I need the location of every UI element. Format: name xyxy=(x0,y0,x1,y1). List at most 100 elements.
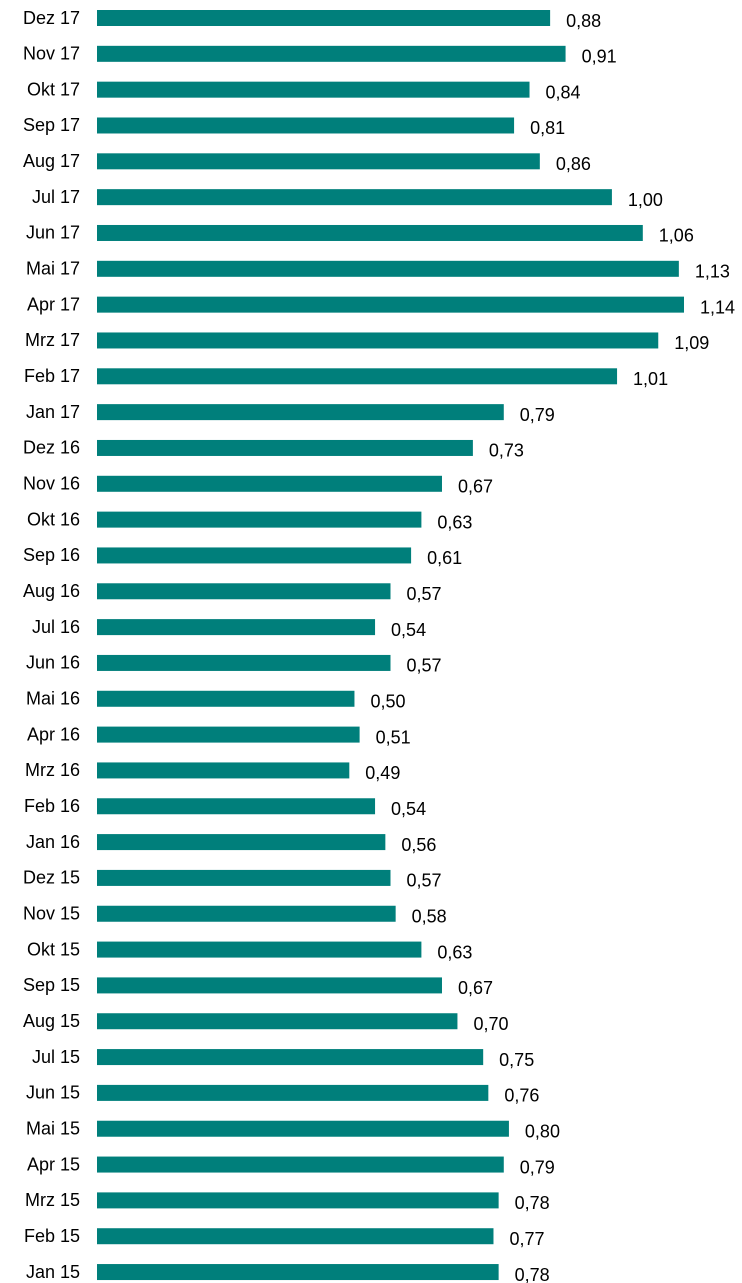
value-label: 0,50 xyxy=(370,692,405,712)
y-tick-label: Jun 16 xyxy=(26,653,80,673)
bar xyxy=(97,1013,458,1030)
y-tick-label: Dez 16 xyxy=(23,438,80,458)
bar xyxy=(97,332,659,349)
value-label: 0,76 xyxy=(504,1086,539,1106)
y-tick-label: Aug 15 xyxy=(23,1011,80,1031)
bar xyxy=(97,547,412,564)
bar xyxy=(97,654,391,671)
bar xyxy=(97,475,442,492)
y-tick-label: Apr 16 xyxy=(27,724,80,744)
bar xyxy=(97,1192,499,1209)
bar xyxy=(97,905,396,922)
value-label: 0,57 xyxy=(407,656,442,676)
y-tick-label: Jun 17 xyxy=(26,223,80,243)
y-tick-label: Nov 15 xyxy=(23,904,80,924)
y-tick-label: Mrz 15 xyxy=(25,1190,80,1210)
value-label: 0,67 xyxy=(458,477,493,497)
value-label: 0,61 xyxy=(427,548,462,568)
bar xyxy=(97,224,643,241)
value-label: 0,56 xyxy=(401,835,436,855)
bar xyxy=(97,619,376,636)
y-tick-label: Nov 17 xyxy=(23,44,80,64)
y-tick-label: Feb 17 xyxy=(24,366,80,386)
value-label: 0,70 xyxy=(473,1014,508,1034)
bar xyxy=(97,1084,489,1101)
y-tick-label: Okt 16 xyxy=(27,509,80,529)
bar xyxy=(97,941,422,958)
y-tick-label: Jan 17 xyxy=(26,402,80,422)
value-label: 0,75 xyxy=(499,1050,534,1070)
value-label: 1,09 xyxy=(674,333,709,353)
y-tick-label: Mai 15 xyxy=(26,1118,80,1138)
value-label: 0,63 xyxy=(437,512,472,532)
bar xyxy=(97,726,360,743)
y-tick-label: Dez 17 xyxy=(23,8,80,28)
bar xyxy=(97,583,391,600)
y-tick-label: Jan 15 xyxy=(26,1262,80,1282)
bar xyxy=(97,798,376,815)
y-tick-label: Apr 17 xyxy=(27,294,80,314)
bar xyxy=(97,1228,494,1245)
y-tick-label: Jul 16 xyxy=(32,617,80,637)
y-tick-label: Okt 17 xyxy=(27,79,80,99)
bar xyxy=(97,690,355,707)
value-label: 0,91 xyxy=(582,47,617,67)
value-label: 0,81 xyxy=(530,118,565,138)
y-tick-label: Sep 16 xyxy=(23,545,80,565)
value-label: 0,77 xyxy=(509,1229,544,1249)
value-label: 0,67 xyxy=(458,978,493,998)
value-label: 0,88 xyxy=(566,11,601,31)
bar xyxy=(97,762,350,779)
y-tick-label: Apr 15 xyxy=(27,1154,80,1174)
y-tick-label: Nov 16 xyxy=(23,474,80,494)
value-label: 1,01 xyxy=(633,369,668,389)
value-label: 0,51 xyxy=(376,727,411,747)
value-label: 0,57 xyxy=(407,871,442,891)
y-tick-label: Dez 15 xyxy=(23,868,80,888)
y-tick-label: Aug 17 xyxy=(23,151,80,171)
bar xyxy=(97,1156,504,1173)
bar xyxy=(97,1120,509,1137)
bar xyxy=(97,45,566,62)
y-tick-label: Feb 15 xyxy=(24,1226,80,1246)
value-label: 0,58 xyxy=(412,907,447,927)
value-label: 0,80 xyxy=(525,1121,560,1141)
bar xyxy=(97,439,473,456)
value-label: 0,84 xyxy=(546,82,581,102)
y-tick-label: Mai 17 xyxy=(26,259,80,279)
bar xyxy=(97,1264,499,1281)
value-label: 0,57 xyxy=(407,584,442,604)
bar xyxy=(97,511,422,528)
value-label: 1,14 xyxy=(700,297,735,317)
value-label: 0,78 xyxy=(515,1193,550,1213)
value-label: 0,78 xyxy=(515,1265,550,1283)
value-label: 0,54 xyxy=(391,799,426,819)
y-tick-label: Jul 15 xyxy=(32,1047,80,1067)
y-tick-label: Mrz 16 xyxy=(25,760,80,780)
y-tick-label: Aug 16 xyxy=(23,581,80,601)
value-label: 0,86 xyxy=(556,154,591,174)
y-tick-label: Mai 16 xyxy=(26,689,80,709)
bar xyxy=(97,189,612,206)
value-label: 0,79 xyxy=(520,405,555,425)
y-tick-label: Mrz 17 xyxy=(25,330,80,350)
bar xyxy=(97,10,551,26)
bar xyxy=(97,260,679,277)
bar xyxy=(97,117,515,134)
y-tick-label: Okt 15 xyxy=(27,939,80,959)
bar xyxy=(97,81,530,98)
y-tick-label: Jan 16 xyxy=(26,832,80,852)
bar xyxy=(97,869,391,886)
bar xyxy=(97,977,442,994)
y-tick-label: Jul 17 xyxy=(32,187,80,207)
bar xyxy=(97,153,540,170)
value-label: 0,63 xyxy=(437,942,472,962)
y-tick-label: Jun 15 xyxy=(26,1083,80,1103)
y-tick-label: Sep 15 xyxy=(23,975,80,995)
value-label: 0,79 xyxy=(520,1157,555,1177)
bar xyxy=(97,834,386,851)
value-label: 1,06 xyxy=(659,226,694,246)
bar xyxy=(97,296,684,313)
y-tick-label: Feb 16 xyxy=(24,796,80,816)
